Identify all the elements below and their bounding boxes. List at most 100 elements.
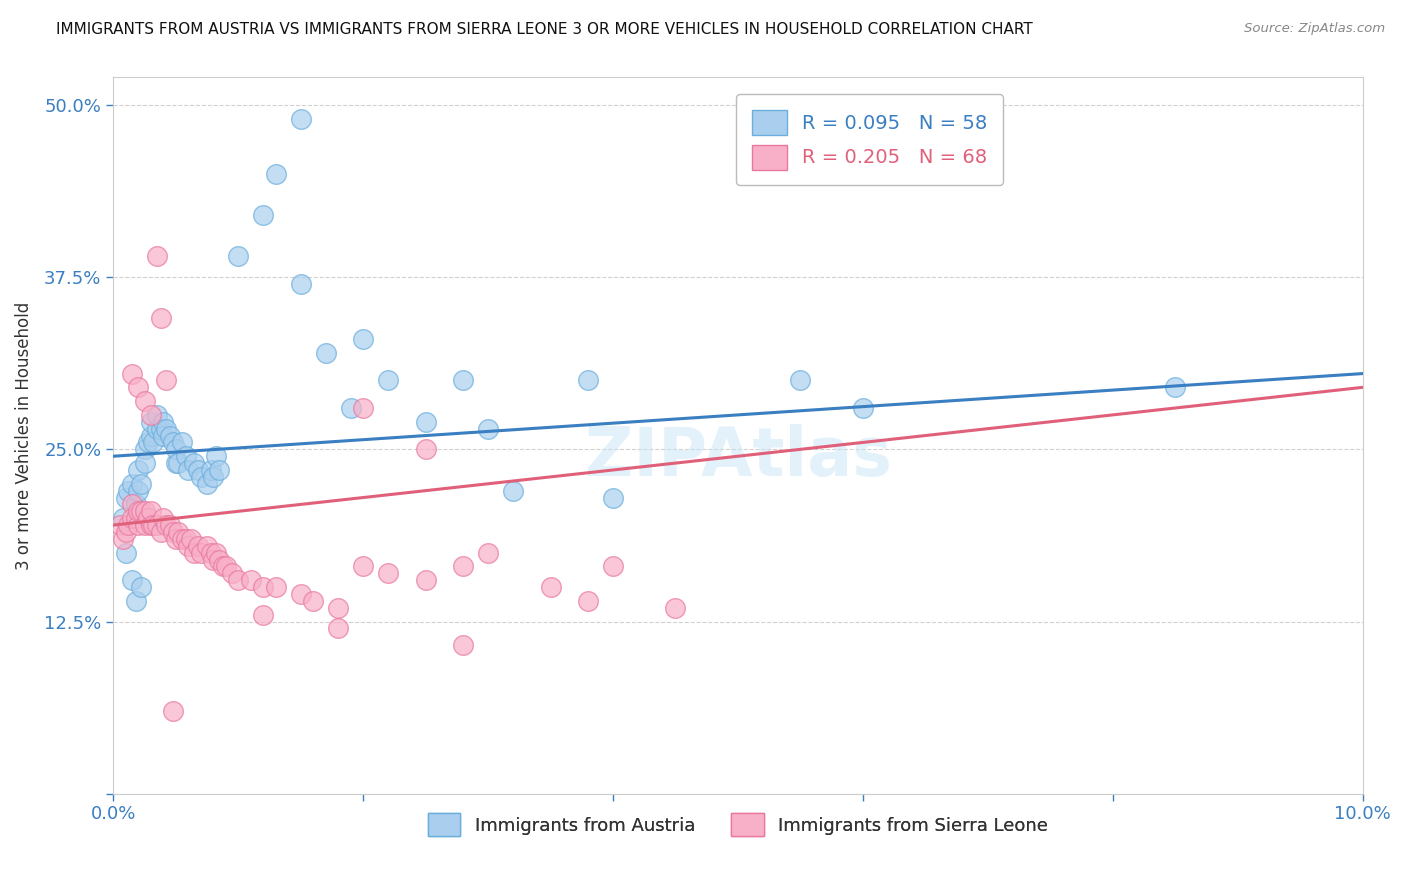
Point [129,580,152,594]
Point [212,559,235,574]
Point [152,415,174,429]
Point [540,580,562,594]
Point [221,566,243,581]
Point [290,587,312,601]
Point [159,428,181,442]
Point [146,422,169,436]
Point [121,367,143,381]
Point [139,408,162,422]
Point [114,524,136,539]
Point [155,422,177,436]
Point [127,463,149,477]
Text: Source: ZipAtlas.com: Source: ZipAtlas.com [1244,22,1385,36]
Point [121,497,143,511]
Point [190,470,212,484]
Point [502,483,524,498]
Point [252,580,274,594]
Point [180,532,202,546]
Point [195,476,218,491]
Point [226,573,249,587]
Point [165,532,187,546]
Point [149,311,172,326]
Point [183,456,205,470]
Point [264,167,287,181]
Point [170,532,193,546]
Point [139,518,162,533]
Point [125,511,148,525]
Point [129,476,152,491]
Point [177,539,200,553]
Point [264,580,287,594]
Point [302,594,325,608]
Point [117,518,139,533]
Point [377,566,399,581]
Point [136,435,159,450]
Point [117,483,139,498]
Point [183,546,205,560]
Point [112,511,135,525]
Point [162,704,184,718]
Point [134,504,156,518]
Point [174,449,197,463]
Point [208,552,231,566]
Point [127,380,149,394]
Point [121,476,143,491]
Point [451,374,474,388]
Point [139,415,162,429]
Point [208,463,231,477]
Point [451,638,474,652]
Point [477,546,499,560]
Point [125,497,148,511]
Point [162,524,184,539]
Point [114,491,136,505]
Text: IMMIGRANTS FROM AUSTRIA VS IMMIGRANTS FROM SIERRA LEONE 3 OR MORE VEHICLES IN HO: IMMIGRANTS FROM AUSTRIA VS IMMIGRANTS FR… [56,22,1033,37]
Point [200,463,222,477]
Point [146,518,169,533]
Point [114,546,136,560]
Point [602,491,624,505]
Point [167,524,190,539]
Point [174,532,197,546]
Point [142,435,165,450]
Point [127,483,149,498]
Point [451,559,474,574]
Point [576,594,599,608]
Y-axis label: 3 or more Vehicles in Household: 3 or more Vehicles in Household [15,301,32,570]
Point [215,559,238,574]
Point [134,456,156,470]
Point [352,559,374,574]
Point [149,524,172,539]
Point [152,428,174,442]
Point [149,422,172,436]
Point [290,112,312,126]
Point [134,518,156,533]
Point [190,546,212,560]
Point [200,546,222,560]
Point [339,401,361,415]
Point [477,422,499,436]
Point [146,408,169,422]
Point [134,394,156,409]
Point [1164,380,1187,394]
Point [377,374,399,388]
Point [139,428,162,442]
Point [152,511,174,525]
Point [204,449,226,463]
Point [202,552,225,566]
Point [170,435,193,450]
Point [352,401,374,415]
Point [415,573,437,587]
Point [252,607,274,622]
Point [315,346,337,360]
Point [159,518,181,533]
Point [108,518,131,533]
Point [664,600,686,615]
Point [125,594,148,608]
Point [129,504,152,518]
Point [195,539,218,553]
Point [127,518,149,533]
Point [187,539,209,553]
Point [162,435,184,450]
Point [202,470,225,484]
Point [352,332,374,346]
